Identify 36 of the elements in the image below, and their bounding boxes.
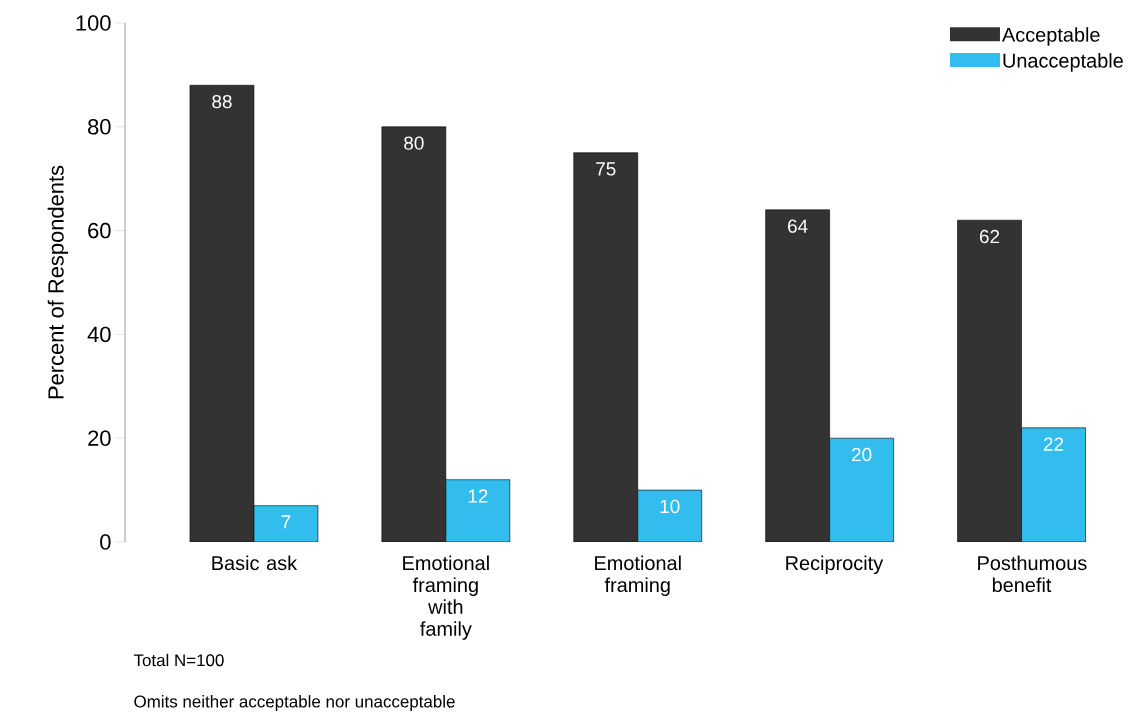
y-tick-label: 100: [76, 15, 111, 31]
data-label: 80: [404, 136, 424, 150]
data-label: 10: [660, 499, 680, 514]
legend-label: Acceptable: [1001, 27, 1100, 46]
bar: [189, 84, 255, 542]
data-label: 20: [852, 447, 872, 462]
data-label: 22: [1043, 437, 1064, 451]
text: Total N=100: [133, 653, 224, 667]
bar: [829, 437, 894, 542]
data-label: 64: [788, 219, 808, 233]
data-label: 75: [596, 162, 616, 176]
x-tick-label: Reciprocity: [786, 555, 884, 575]
x-tick-label: Emotional framing: [595, 555, 681, 597]
x-tick-label: Emotional framing with family: [403, 555, 489, 640]
legend-label: Unacceptable: [1003, 53, 1123, 72]
x-tick-label: Basic ask: [212, 555, 298, 571]
bar: [445, 479, 510, 542]
bar: [381, 126, 446, 542]
y-tick-label: 40: [87, 326, 111, 343]
bar: [253, 505, 319, 542]
y-tick-label: 20: [88, 430, 111, 446]
bar: [573, 152, 639, 542]
y-axis-title: Percent of Respondents: [47, 165, 69, 399]
y-tick-label: 0: [100, 534, 111, 550]
data-label: 88: [212, 94, 232, 109]
data-label: 62: [979, 229, 1000, 244]
bar: [1021, 427, 1086, 542]
x-tick-label: Posthumous benefit: [978, 555, 1087, 593]
y-tick-label: 80: [88, 119, 111, 135]
bar: [765, 209, 830, 542]
bar: [957, 219, 1022, 542]
text: Omits neither acceptable nor unacceptable: [134, 695, 455, 711]
y-tick-label: 60: [88, 222, 111, 239]
data-label: 7: [281, 515, 291, 529]
bar: [637, 489, 703, 542]
data-label: 12: [468, 489, 488, 503]
